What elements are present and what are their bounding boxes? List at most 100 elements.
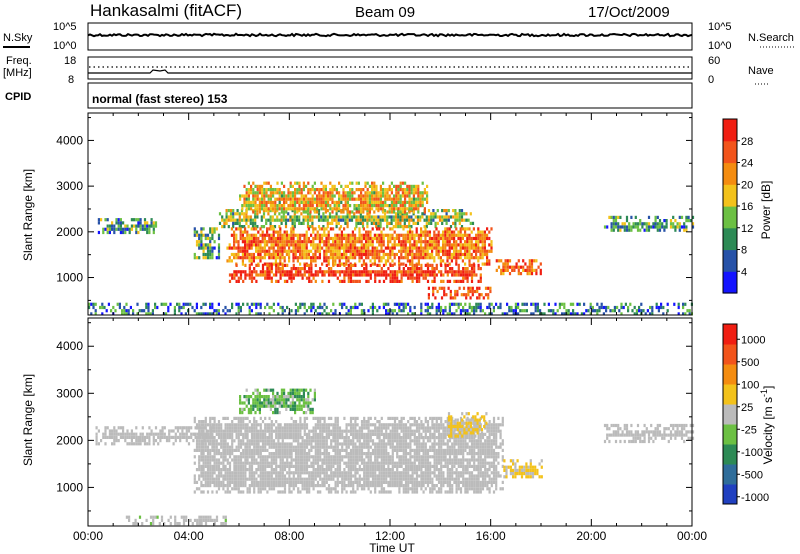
power-cell [360, 210, 363, 214]
velocity-cell [301, 426, 304, 430]
power-cell [236, 212, 239, 216]
velocity-cell [209, 426, 212, 430]
power-cell [386, 225, 389, 229]
power-cell [355, 197, 358, 201]
power-cell [410, 200, 413, 204]
power-cell [110, 309, 113, 313]
power-cell [336, 233, 339, 237]
power-cell [466, 240, 469, 244]
velocity-cell [270, 452, 273, 456]
power-cell [281, 246, 284, 250]
power-cell [424, 302, 427, 306]
power-cell [104, 227, 107, 231]
power-cell [563, 302, 566, 306]
power-cell [410, 207, 413, 211]
power-cell [477, 249, 480, 253]
power-cell [589, 305, 592, 310]
velocity-cell [301, 487, 304, 491]
power-cell [305, 249, 308, 253]
power-cell [323, 302, 326, 306]
power-cell [488, 262, 491, 266]
velocity-cell [283, 432, 287, 436]
power-cell [410, 218, 413, 222]
power-cell [354, 233, 357, 237]
power-cell [488, 249, 491, 253]
power-cell [435, 246, 438, 250]
velocity-cell [185, 432, 188, 436]
power-cell [143, 309, 146, 313]
power-cell [343, 263, 346, 267]
power-cell [306, 221, 310, 225]
power-cell [262, 215, 266, 219]
power-cell [373, 191, 376, 195]
velocity-cell [264, 445, 267, 449]
velocity-cell [228, 423, 232, 427]
velocity-cell [352, 429, 355, 433]
velocity-cell [314, 439, 317, 443]
velocity-cell [259, 445, 262, 449]
power-cell [415, 267, 419, 271]
power-cell [430, 218, 433, 222]
power-cell [169, 302, 172, 306]
velocity-cell [283, 480, 287, 484]
velocity-cell [193, 480, 196, 484]
power-cell [389, 256, 392, 260]
power-cell [154, 221, 158, 225]
power-cell [358, 233, 361, 237]
velocity-cell [268, 423, 271, 427]
velocity-cell [211, 455, 214, 459]
power-cell [488, 312, 491, 316]
power-cell [396, 273, 399, 277]
power-cell [305, 276, 309, 280]
power-cell [488, 236, 491, 241]
power-cell [366, 191, 369, 195]
power-cell [317, 212, 321, 216]
power-cell [281, 270, 284, 274]
velocity-cell [312, 468, 315, 472]
power-cell [376, 233, 379, 237]
power-cell [365, 273, 368, 277]
power-cell [364, 194, 367, 198]
velocity-cell [233, 484, 236, 488]
velocity-cell [202, 432, 205, 436]
power-cell [331, 184, 334, 188]
power-cell [244, 236, 247, 241]
power-cell [276, 188, 279, 192]
power-cell [462, 270, 465, 274]
power-cell [458, 221, 461, 225]
velocity-cell [358, 480, 361, 484]
power-cell [250, 227, 253, 231]
power-cell [264, 270, 267, 274]
power-cell [309, 197, 312, 201]
velocity-cell [259, 461, 262, 465]
velocity-cell [334, 429, 337, 433]
power-cell [535, 268, 538, 272]
power-cell [261, 270, 265, 274]
power-cell [411, 246, 414, 250]
power-cell [552, 309, 555, 313]
velocity-cell [250, 429, 254, 433]
power-cell [446, 236, 449, 241]
power-cell [268, 276, 271, 280]
power-cell [313, 191, 316, 195]
power-cell [231, 305, 234, 310]
velocity-cell [336, 416, 339, 420]
velocity-cell [310, 445, 313, 449]
power-cell [413, 243, 416, 247]
velocity-cell [327, 468, 331, 472]
power-cell [117, 221, 120, 225]
velocity-cell [244, 448, 247, 452]
power-cell [435, 236, 438, 241]
power-cell [241, 252, 244, 257]
power-cell [411, 276, 414, 280]
velocity-cell [323, 480, 326, 484]
power-cell [298, 184, 301, 188]
velocity-cell [321, 468, 324, 472]
power-cell [349, 270, 353, 274]
power-cell [321, 279, 324, 283]
velocity-cell [246, 487, 249, 491]
power-cell [528, 272, 531, 276]
power-cell [244, 240, 247, 244]
power-cell [269, 184, 272, 188]
power-cell [406, 207, 409, 211]
